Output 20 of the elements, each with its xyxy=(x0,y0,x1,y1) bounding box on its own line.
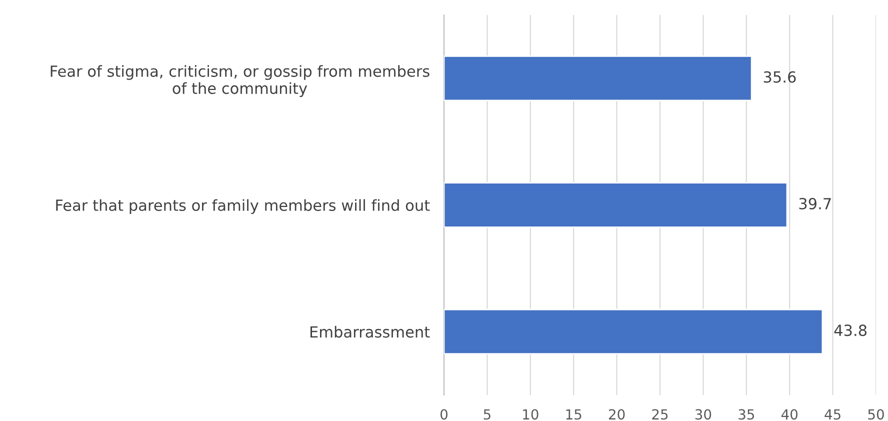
x-tick-label: 50 xyxy=(868,409,884,420)
x-tick-label: 45 xyxy=(824,409,840,420)
bar xyxy=(444,182,788,228)
bar xyxy=(444,55,752,102)
y-tick-label: Fear of stigma, criticism, or gossip from members of the community xyxy=(50,65,430,98)
data-label: 39.7 xyxy=(799,198,831,210)
x-tick-label: 15 xyxy=(566,409,582,420)
x-tick-label: 10 xyxy=(523,409,538,420)
bar xyxy=(444,308,824,355)
data-label: 35.6 xyxy=(764,71,796,83)
x-tick-label: 0 xyxy=(440,409,448,420)
x-tick-label: 5 xyxy=(484,409,490,420)
y-tick-label: Embarrassment xyxy=(310,326,430,338)
y-tick-label: Fear that parents or family members will find out xyxy=(56,199,430,214)
x-tick-label: 30 xyxy=(695,409,712,420)
x-tick-label: 40 xyxy=(781,409,798,420)
x-tick-label: 35 xyxy=(738,409,754,420)
x-tick-label: 25 xyxy=(652,409,668,420)
data-label: 43.8 xyxy=(834,324,867,336)
x-tick-label: 20 xyxy=(608,409,625,420)
